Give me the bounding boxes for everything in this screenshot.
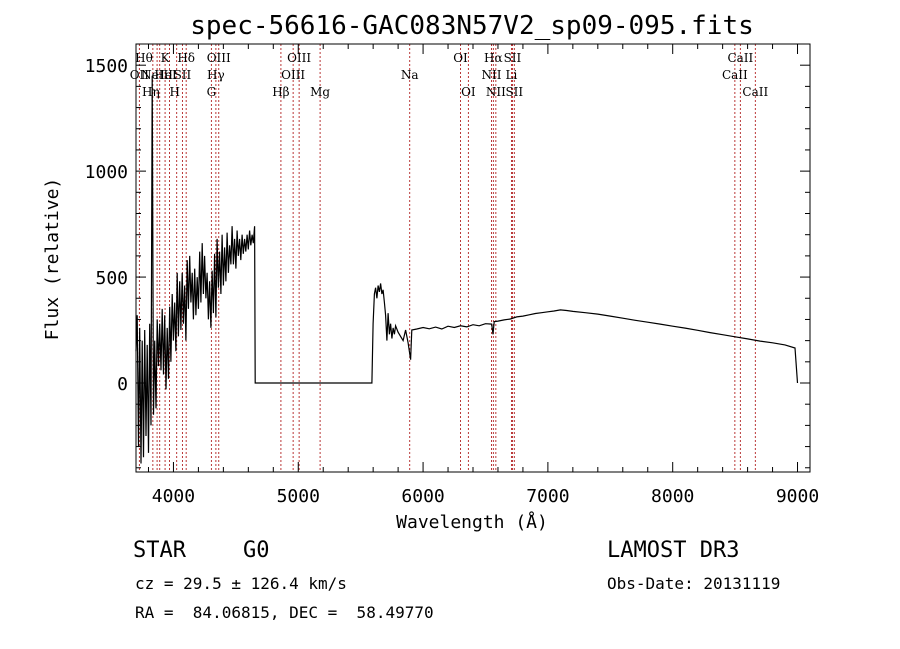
spectral-line-label: NII xyxy=(481,68,501,82)
y-tick-label: 1500 xyxy=(85,56,128,77)
spectral-line-label: Na xyxy=(401,68,419,82)
spectral-line-label: CaII xyxy=(727,51,753,65)
spectral-line-label: OIII xyxy=(281,68,305,82)
survey-label: LAMOST DR3 xyxy=(607,538,740,563)
x-axis-label: Wavelength (Å) xyxy=(396,511,548,533)
spectral-line-label: NeIII xyxy=(141,68,173,82)
obs-date-label: Obs-Date: 20131119 xyxy=(607,574,781,593)
spectral-line-label: SII xyxy=(174,68,192,82)
spectral-line-label: G xyxy=(207,85,217,99)
x-tick-label: 6000 xyxy=(401,486,444,507)
spectral-line-label: CaII xyxy=(742,85,768,99)
x-tick-label: 5000 xyxy=(277,486,320,507)
y-tick-label: 500 xyxy=(95,268,128,289)
y-tick-label: 0 xyxy=(117,374,128,395)
y-axis-label: Flux (relative) xyxy=(42,178,63,341)
spectral-line-label: OIII xyxy=(287,51,311,65)
spectral-line-label: K xyxy=(161,51,171,65)
spectral-line-label: Mg xyxy=(310,85,330,99)
spectral-line-label: NII xyxy=(486,85,506,99)
spectral-line-label: Hα xyxy=(484,51,503,65)
spectral-line-label: HeI xyxy=(154,68,177,82)
spectral-line-label: Hθ xyxy=(135,51,153,65)
spectral-line-label: SII xyxy=(505,85,523,99)
x-tick-label: 9000 xyxy=(776,486,819,507)
spectral-line-label: Li xyxy=(506,68,518,82)
plot-frame xyxy=(135,43,811,473)
spectral-line-label: OI xyxy=(461,85,476,99)
x-tick-label: 4000 xyxy=(152,486,195,507)
spectral-line-labels: OIIHθNeIIIHηKHHeISIIHδGHγOIIIHβOIIIOIIIM… xyxy=(130,51,769,99)
x-tick-label: 7000 xyxy=(526,486,569,507)
spectral-line-label: OIII xyxy=(207,51,231,65)
x-tick-label: 8000 xyxy=(651,486,694,507)
spectral-line-label: CaII xyxy=(722,68,748,82)
flux-series-line xyxy=(135,75,799,464)
spectral-line-label: H xyxy=(169,85,179,99)
spectral-line-label: OI xyxy=(453,51,468,65)
coordinates-label: RA = 84.06815, DEC = 58.49770 xyxy=(135,603,434,622)
spectral-line-label: Hβ xyxy=(272,85,289,99)
spectral-line-label: Hγ xyxy=(207,68,225,82)
spectral-line-label: OII xyxy=(130,68,150,82)
y-tick-label: 1000 xyxy=(85,162,128,183)
spectral-line-label: Hδ xyxy=(177,51,195,65)
spectral-line-label: Hη xyxy=(142,85,160,99)
chart-title: spec-56616-GAC083N57V2_sp09-095.fits xyxy=(190,11,754,41)
subclass-label: G0 xyxy=(243,538,270,563)
redshift-label: cz = 29.5 ± 126.4 km/s xyxy=(135,574,347,593)
spectral-line-label: SII xyxy=(504,51,522,65)
spectral-lines xyxy=(138,44,756,472)
class-label: STAR xyxy=(133,538,186,563)
axes: 4000 5000 6000 7000 8000 9000 0 500 1000 1500 xyxy=(85,43,819,507)
